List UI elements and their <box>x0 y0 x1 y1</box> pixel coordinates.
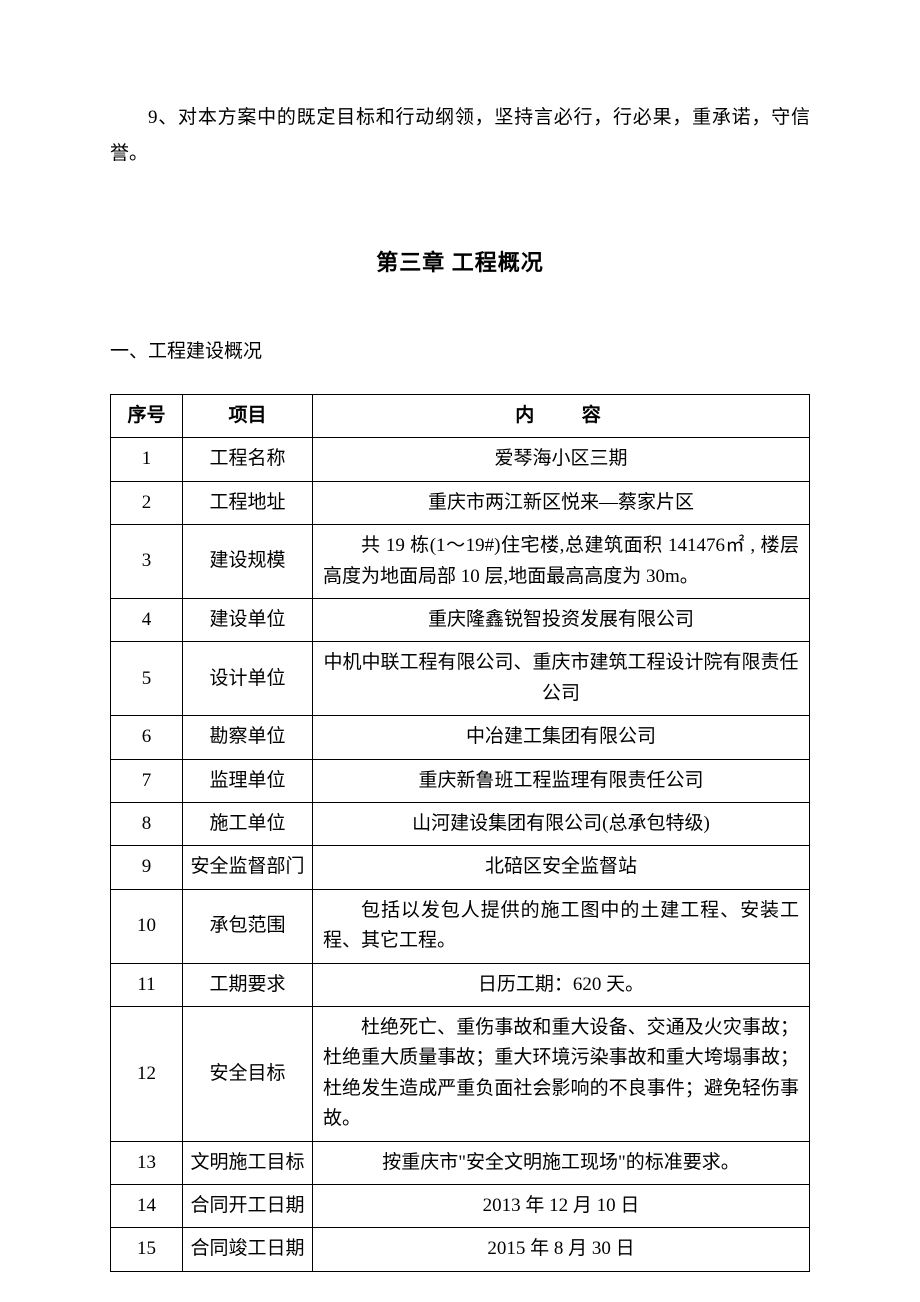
table-row: 14合同开工日期2013 年 12 月 10 日 <box>111 1184 810 1227</box>
section-title: 一、工程建设概况 <box>110 334 810 370</box>
cell-item: 工程名称 <box>183 438 313 481</box>
cell-num: 6 <box>111 716 183 759</box>
cell-content: 中机中联工程有限公司、重庆市建筑工程设计院有限责任公司 <box>313 642 810 716</box>
cell-item: 工程地址 <box>183 481 313 524</box>
table-row: 5设计单位中机中联工程有限公司、重庆市建筑工程设计院有限责任公司 <box>111 642 810 716</box>
table-row: 2工程地址重庆市两江新区悦来—蔡家片区 <box>111 481 810 524</box>
cell-num: 3 <box>111 525 183 599</box>
cell-num: 9 <box>111 846 183 889</box>
cell-content: 包括以发包人提供的施工图中的土建工程、安装工程、其它工程。 <box>313 889 810 963</box>
cell-content: 北碚区安全监督站 <box>313 846 810 889</box>
table-row: 10承包范围包括以发包人提供的施工图中的土建工程、安装工程、其它工程。 <box>111 889 810 963</box>
cell-content: 山河建设集团有限公司(总承包特级) <box>313 802 810 845</box>
table-row: 4建设单位重庆隆鑫锐智投资发展有限公司 <box>111 599 810 642</box>
cell-content: 共 19 栋(1～19#)住宅楼,总建筑面积 141476㎡ , 楼层高度为地面… <box>313 525 810 599</box>
cell-num: 11 <box>111 963 183 1006</box>
table-row: 11工期要求日历工期：620 天。 <box>111 963 810 1006</box>
header-item: 项目 <box>183 395 313 438</box>
cell-content: 日历工期：620 天。 <box>313 963 810 1006</box>
table-row: 15合同竣工日期2015 年 8 月 30 日 <box>111 1228 810 1271</box>
cell-content: 2013 年 12 月 10 日 <box>313 1184 810 1227</box>
table-row: 13文明施工目标按重庆市"安全文明施工现场"的标准要求。 <box>111 1141 810 1184</box>
project-overview-table: 序号 项目 内容 1工程名称爱琴海小区三期2工程地址重庆市两江新区悦来—蔡家片区… <box>110 394 810 1272</box>
cell-content: 中冶建工集团有限公司 <box>313 716 810 759</box>
table-row: 7监理单位重庆新鲁班工程监理有限责任公司 <box>111 759 810 802</box>
table-header-row: 序号 项目 内容 <box>111 395 810 438</box>
cell-content: 重庆隆鑫锐智投资发展有限公司 <box>313 599 810 642</box>
header-content: 内容 <box>313 395 810 438</box>
table-row: 8施工单位山河建设集团有限公司(总承包特级) <box>111 802 810 845</box>
cell-num: 4 <box>111 599 183 642</box>
cell-item: 设计单位 <box>183 642 313 716</box>
table-body: 1工程名称爱琴海小区三期2工程地址重庆市两江新区悦来—蔡家片区3建设规模共 19… <box>111 438 810 1271</box>
table-row: 12安全目标杜绝死亡、重伤事故和重大设备、交通及火灾事故；杜绝重大质量事故；重大… <box>111 1006 810 1141</box>
cell-content: 2015 年 8 月 30 日 <box>313 1228 810 1271</box>
cell-num: 12 <box>111 1006 183 1141</box>
cell-num: 7 <box>111 759 183 802</box>
cell-content: 按重庆市"安全文明施工现场"的标准要求。 <box>313 1141 810 1184</box>
header-num: 序号 <box>111 395 183 438</box>
cell-content: 重庆新鲁班工程监理有限责任公司 <box>313 759 810 802</box>
cell-item: 施工单位 <box>183 802 313 845</box>
cell-item: 工期要求 <box>183 963 313 1006</box>
cell-num: 2 <box>111 481 183 524</box>
chapter-title: 第三章 工程概况 <box>110 242 810 284</box>
cell-num: 10 <box>111 889 183 963</box>
cell-item: 合同开工日期 <box>183 1184 313 1227</box>
cell-num: 5 <box>111 642 183 716</box>
cell-num: 15 <box>111 1228 183 1271</box>
cell-item: 安全监督部门 <box>183 846 313 889</box>
cell-item: 合同竣工日期 <box>183 1228 313 1271</box>
table-row: 3建设规模共 19 栋(1～19#)住宅楼,总建筑面积 141476㎡ , 楼层… <box>111 525 810 599</box>
cell-content: 杜绝死亡、重伤事故和重大设备、交通及火灾事故；杜绝重大质量事故；重大环境污染事故… <box>313 1006 810 1141</box>
intro-paragraph: 9、对本方案中的既定目标和行动纲领，坚持言必行，行必果，重承诺，守信誉。 <box>110 100 810 172</box>
cell-num: 1 <box>111 438 183 481</box>
cell-content: 重庆市两江新区悦来—蔡家片区 <box>313 481 810 524</box>
table-row: 9安全监督部门北碚区安全监督站 <box>111 846 810 889</box>
cell-item: 监理单位 <box>183 759 313 802</box>
cell-num: 8 <box>111 802 183 845</box>
cell-item: 文明施工目标 <box>183 1141 313 1184</box>
cell-content: 爱琴海小区三期 <box>313 438 810 481</box>
cell-num: 13 <box>111 1141 183 1184</box>
table-row: 1工程名称爱琴海小区三期 <box>111 438 810 481</box>
cell-item: 建设规模 <box>183 525 313 599</box>
cell-num: 14 <box>111 1184 183 1227</box>
table-row: 6勘察单位中冶建工集团有限公司 <box>111 716 810 759</box>
cell-item: 建设单位 <box>183 599 313 642</box>
cell-item: 安全目标 <box>183 1006 313 1141</box>
cell-item: 勘察单位 <box>183 716 313 759</box>
cell-item: 承包范围 <box>183 889 313 963</box>
